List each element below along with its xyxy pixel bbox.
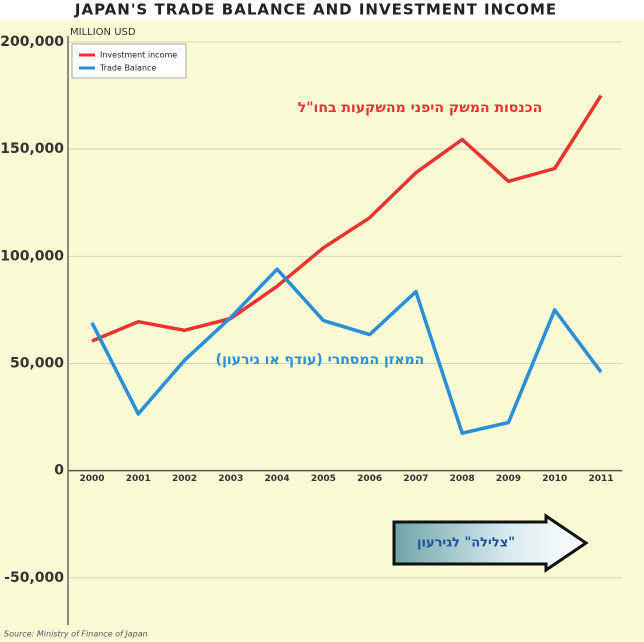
x-tick-label: 2005: [311, 474, 336, 484]
x-tick-label: 2011: [588, 474, 613, 484]
y-tick-label: -50,000: [4, 570, 64, 586]
source: Source: Ministry of Finance of Japan: [4, 630, 148, 639]
y-tick-label: 100,000: [0, 248, 64, 264]
y-tick-label: 50,000: [10, 356, 64, 372]
x-tick-label: 2001: [126, 474, 151, 484]
annotation: המאזן המסחרי (עודף או גירעון): [216, 352, 425, 368]
x-tick-label: 2004: [265, 474, 290, 484]
legend-label: Trade Balance: [99, 64, 156, 73]
series-line: [90, 267, 603, 435]
legend-box: [71, 43, 187, 79]
x-tick-label: 2000: [79, 474, 104, 484]
annotation: הכנסות המשק היפני מהשקעות בחו"ל: [298, 100, 542, 116]
annotation: "צלילה" לגירעון: [417, 536, 515, 551]
x-tick-label: 2007: [403, 474, 428, 484]
y-tick-label: 200,000: [0, 34, 64, 50]
annotation-arrow: [392, 513, 589, 573]
x-tick-label: 2010: [542, 474, 567, 484]
x-tick-label: 2006: [357, 474, 382, 484]
title-band: [0, 0, 644, 20]
x-tick-label: 2003: [218, 474, 243, 484]
legend-label: Investment income: [100, 51, 177, 60]
x-tick-label: 2009: [496, 474, 521, 484]
x-tick-label: 2008: [450, 474, 475, 484]
y-unit-label: MILLION USD: [70, 27, 136, 38]
series-line: [91, 94, 603, 343]
x-tick-label: 2002: [172, 474, 197, 484]
chart-title: JAPAN'S TRADE BALANCE AND INVESTMENT INC…: [74, 1, 557, 19]
y-tick-label: 150,000: [0, 141, 64, 157]
y-tick-label: 0: [54, 463, 64, 479]
